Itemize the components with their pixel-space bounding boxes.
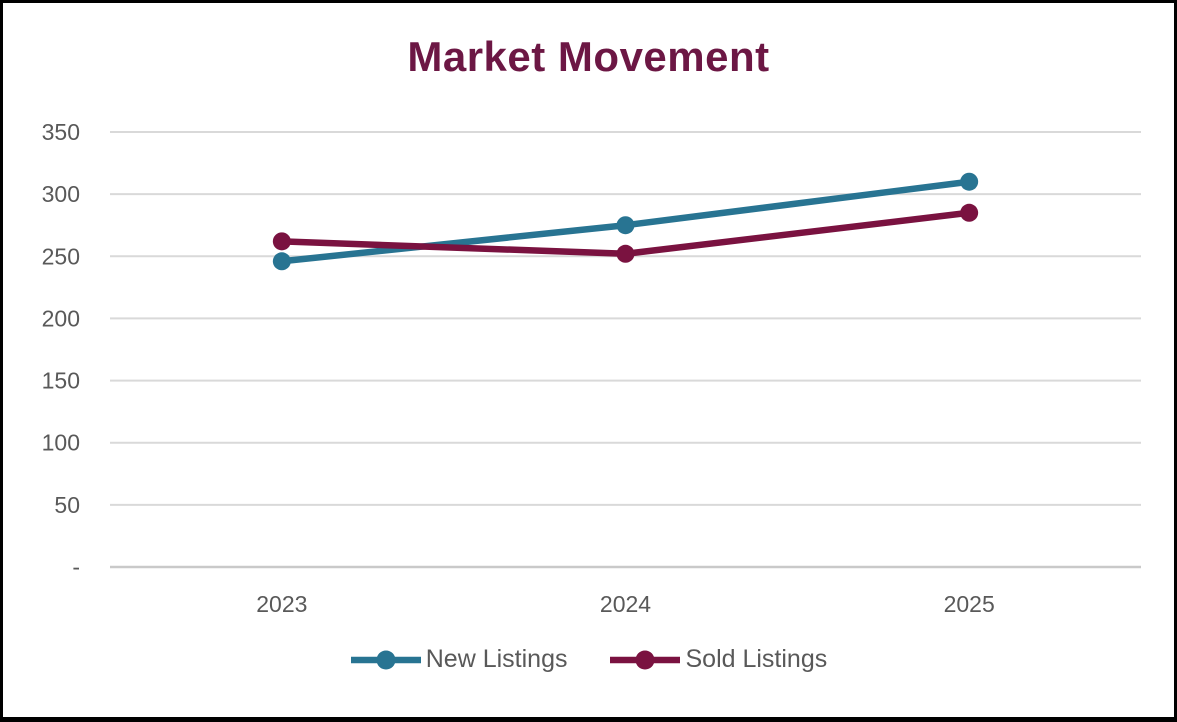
y-axis-tick-label: - (72, 554, 80, 580)
series-marker-1 (272, 232, 291, 251)
y-axis-tick-label: 300 (42, 181, 80, 207)
y-axis-tick-label: 350 (42, 119, 80, 145)
chart-title: Market Movement (407, 33, 770, 80)
sold-listings-legend-marker-icon (610, 650, 681, 669)
series-marker-1 (616, 244, 635, 263)
y-axis-tick-label: 250 (42, 243, 80, 269)
line-chart-plot-area: 350 300 250 200 150 100 50 - 2023 2024 2025 (42, 119, 1141, 617)
series-marker-0 (272, 252, 291, 271)
x-axis-tick-label: 2023 (256, 591, 307, 617)
series-marker-1 (960, 203, 979, 222)
x-axis-tick-label: 2025 (944, 591, 995, 617)
legend-item-new-listings: New Listings (350, 645, 568, 673)
x-axis-tick-label: 2024 (600, 591, 651, 617)
chart-legend: New Listings Sold Listings (3, 647, 1174, 672)
series-marker-0 (960, 172, 979, 191)
y-axis-tick-label: 150 (42, 368, 80, 394)
y-axis-tick-label: 200 (42, 305, 80, 331)
series-marker-0 (616, 216, 635, 235)
new-listings-legend-marker-icon (350, 650, 421, 669)
legend-item-sold-listings: Sold Listings (609, 647, 827, 672)
y-axis-tick-label: 50 (54, 492, 80, 518)
y-axis-tick-label: 100 (42, 430, 80, 456)
legend-label-new-listings: New Listings (425, 645, 568, 673)
legend-label-sold-listings: Sold Listings (685, 645, 828, 673)
